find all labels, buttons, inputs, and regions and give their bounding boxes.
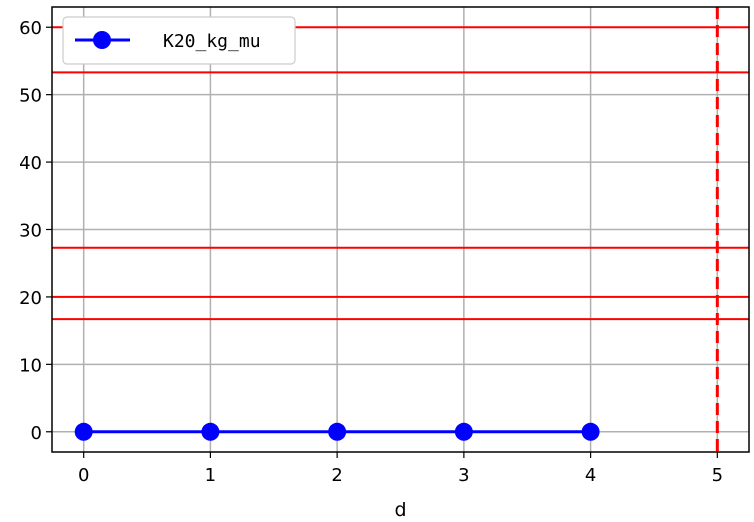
x-tick-label: 1: [205, 465, 216, 486]
series-layer: [74, 422, 600, 441]
x-tick-label: 4: [585, 465, 596, 486]
legend: K20_kg_mu: [62, 16, 296, 65]
x-tick-label: 2: [331, 465, 342, 486]
y-tick-label: 40: [19, 153, 42, 174]
data-point: [581, 422, 600, 441]
y-axis-ticks: 0 10 20 30 40 50 60: [19, 18, 52, 444]
legend-label: K20_kg_mu: [163, 31, 261, 52]
y-tick-label: 30: [19, 221, 42, 242]
y-tick-label: 0: [31, 423, 42, 444]
data-point: [454, 422, 473, 441]
y-tick-label: 10: [19, 355, 42, 376]
x-tick-label: 3: [458, 465, 469, 486]
x-tick-label: 0: [78, 465, 89, 486]
data-point: [328, 422, 347, 441]
y-tick-label: 20: [19, 288, 42, 309]
legend-marker-swatch: [93, 31, 111, 49]
x-axis-ticks: 0 1 2 3 4 5: [78, 452, 723, 486]
data-point: [201, 422, 220, 441]
x-axis-label: d: [394, 499, 406, 521]
x-tick-label: 5: [712, 465, 723, 486]
y-tick-label: 50: [19, 86, 42, 107]
data-point: [74, 422, 93, 441]
y-tick-label: 60: [19, 18, 42, 39]
legend-box: [62, 16, 296, 65]
grid-lines: [52, 7, 749, 452]
